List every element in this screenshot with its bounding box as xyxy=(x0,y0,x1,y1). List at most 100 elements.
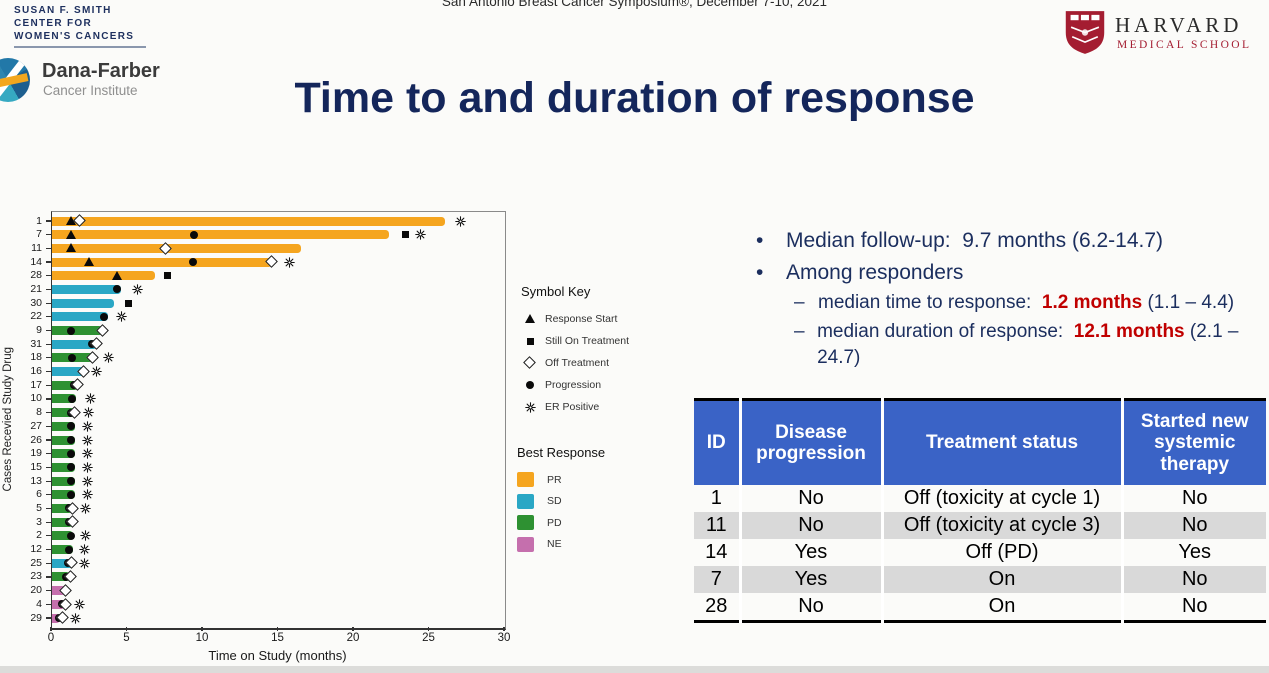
y-axis-tick xyxy=(46,480,51,482)
median-followup-text: Median follow-up: 9.7 months (6.2-14.7) xyxy=(786,229,1164,252)
progression-marker-icon xyxy=(66,422,75,431)
smith-center-logo: SUSAN F. SMITH CENTER FOR WOMEN'S CANCER… xyxy=(14,4,134,43)
among-responders-text: Among responders xyxy=(786,261,964,284)
er-positive-marker-icon xyxy=(81,475,93,487)
case-id-label: 3 xyxy=(36,515,42,528)
best-response-item-label: SD xyxy=(547,495,562,508)
smith-center-line2: CENTER FOR xyxy=(14,18,92,29)
case-id-label: 4 xyxy=(36,597,42,610)
er-positive-marker-icon xyxy=(74,599,85,610)
case-id-label: 11 xyxy=(31,241,42,254)
table-row: 1 No Off (toxicity at cycle 1) No xyxy=(694,485,1266,512)
y-axis-tick xyxy=(46,275,51,277)
er-positive-marker-icon xyxy=(78,557,90,569)
case-bar-pd xyxy=(52,421,75,431)
x-axis-tick xyxy=(125,627,128,631)
table-cell: Yes xyxy=(738,566,882,593)
case-bar-pr xyxy=(52,257,273,267)
table-cell: 7 xyxy=(694,566,740,593)
er-positive-marker-icon xyxy=(80,530,92,542)
symbol-key-title: Symbol Key xyxy=(521,284,591,299)
table-header-cell: Treatment status xyxy=(880,399,1122,485)
symbol-key-item-label: Response Start xyxy=(545,313,618,325)
case-bar-pd xyxy=(52,326,104,336)
y-axis-tick xyxy=(46,384,51,386)
progression-marker-icon xyxy=(188,258,197,267)
er-positive-marker-icon xyxy=(284,256,295,268)
response-swimmer-chart: Cases Recevied Study Drug Time on Study … xyxy=(0,200,560,673)
progression-marker-icon xyxy=(113,285,122,294)
table-header-cell: Started new systemic therapy xyxy=(1120,399,1266,485)
symbol-key-item-label: Progression xyxy=(545,379,602,391)
progression-marker-icon xyxy=(66,531,75,540)
table-cell: 1 xyxy=(710,487,722,509)
best-response-swatch-sd xyxy=(517,493,534,509)
er-positive-marker-icon xyxy=(84,393,96,405)
er-positive-marker-icon xyxy=(524,401,536,413)
er-positive-marker-icon xyxy=(69,612,81,624)
table-cell: No xyxy=(1120,593,1266,622)
er-positive-marker-icon xyxy=(415,229,427,240)
best-response-item-label: PD xyxy=(547,516,562,529)
response-start-marker-icon xyxy=(65,216,76,225)
y-axis-tick xyxy=(46,343,51,345)
case-bar-pr xyxy=(52,243,302,253)
off-treatment-legend-symbol xyxy=(521,356,539,370)
case-bar-pd xyxy=(52,394,77,404)
case-bar-pr xyxy=(52,230,389,240)
table-cell: No xyxy=(738,512,882,539)
progression-marker-icon xyxy=(66,326,75,335)
case-bar-sd xyxy=(52,298,114,308)
case-bar-pd xyxy=(52,545,74,555)
table-cell: On xyxy=(880,566,1122,593)
best-response-swatch-pr xyxy=(517,472,534,488)
progression-legend-symbol xyxy=(521,378,539,392)
response-start-marker-icon xyxy=(525,314,535,323)
symbol-key-items: Response Start Still On Treatment Off Trea… xyxy=(521,308,681,418)
response-start-legend-symbol xyxy=(521,312,539,326)
bullet-duration-of-response: – median duration of response: 12.1 mont… xyxy=(794,319,1269,371)
y-axis-tick xyxy=(46,521,51,523)
case-bar-pd xyxy=(52,435,75,445)
case-id-label: 22 xyxy=(30,310,42,323)
best-response-item-label: NE xyxy=(547,538,562,551)
dana-farber-name: Dana-Farber xyxy=(42,60,160,82)
case-bar-sd xyxy=(52,558,74,568)
y-axis-tick xyxy=(46,507,51,510)
dana-farber-subtitle: Cancer Institute xyxy=(43,83,138,98)
table-cell: Off (toxicity at cycle 1) xyxy=(880,485,1122,512)
duration-of-response-value: 12.1 months xyxy=(1073,321,1185,342)
x-axis-tick xyxy=(427,627,430,631)
sub-bullet-dash: – xyxy=(794,292,805,313)
symposium-credit-line: San Antonio Breast Cancer Symposium®, De… xyxy=(441,0,828,9)
table-header-cell: ID xyxy=(694,399,740,485)
table-row: 28 No On No xyxy=(694,593,1266,622)
y-axis-tick xyxy=(46,288,51,291)
table-row: 11 No Off (toxicity at cycle 3) No xyxy=(694,512,1266,539)
table-body: 1 No Off (toxicity at cycle 1) No 11 No Off (t… xyxy=(694,485,1266,622)
case-id-label: 26 xyxy=(30,433,42,446)
case-id-label: 29 xyxy=(30,611,42,624)
symbol-key-item: Still On Treatment xyxy=(521,330,681,352)
case-bar-pd xyxy=(52,408,75,418)
progression-marker-icon xyxy=(526,381,534,389)
y-axis-tick xyxy=(46,535,51,537)
progression-marker-icon xyxy=(68,394,77,403)
still-on-treatment-marker-icon xyxy=(163,272,171,280)
x-axis-label: Time on Study (months) xyxy=(208,648,347,663)
bullet-dot: • xyxy=(756,229,764,252)
symbol-key-item: Progression xyxy=(521,374,681,396)
er-positive-marker-icon xyxy=(80,503,92,514)
symbol-key-item-label: Still On Treatment xyxy=(545,335,630,347)
plot-frame xyxy=(51,211,506,630)
time-to-response-value: 1.2 months xyxy=(1041,292,1143,313)
case-id-label: 2 xyxy=(36,529,42,542)
progression-marker-icon xyxy=(66,477,75,486)
er-positive-marker-icon xyxy=(131,284,143,295)
y-axis-tick xyxy=(46,603,51,605)
bullet-among-responders: • Among responders xyxy=(750,259,1269,287)
case-bar-pd xyxy=(52,490,75,500)
table-head: ID Disease progression Treatment status Sta… xyxy=(694,399,1266,485)
response-start-marker-icon xyxy=(65,243,76,253)
progression-marker-icon xyxy=(66,436,75,445)
